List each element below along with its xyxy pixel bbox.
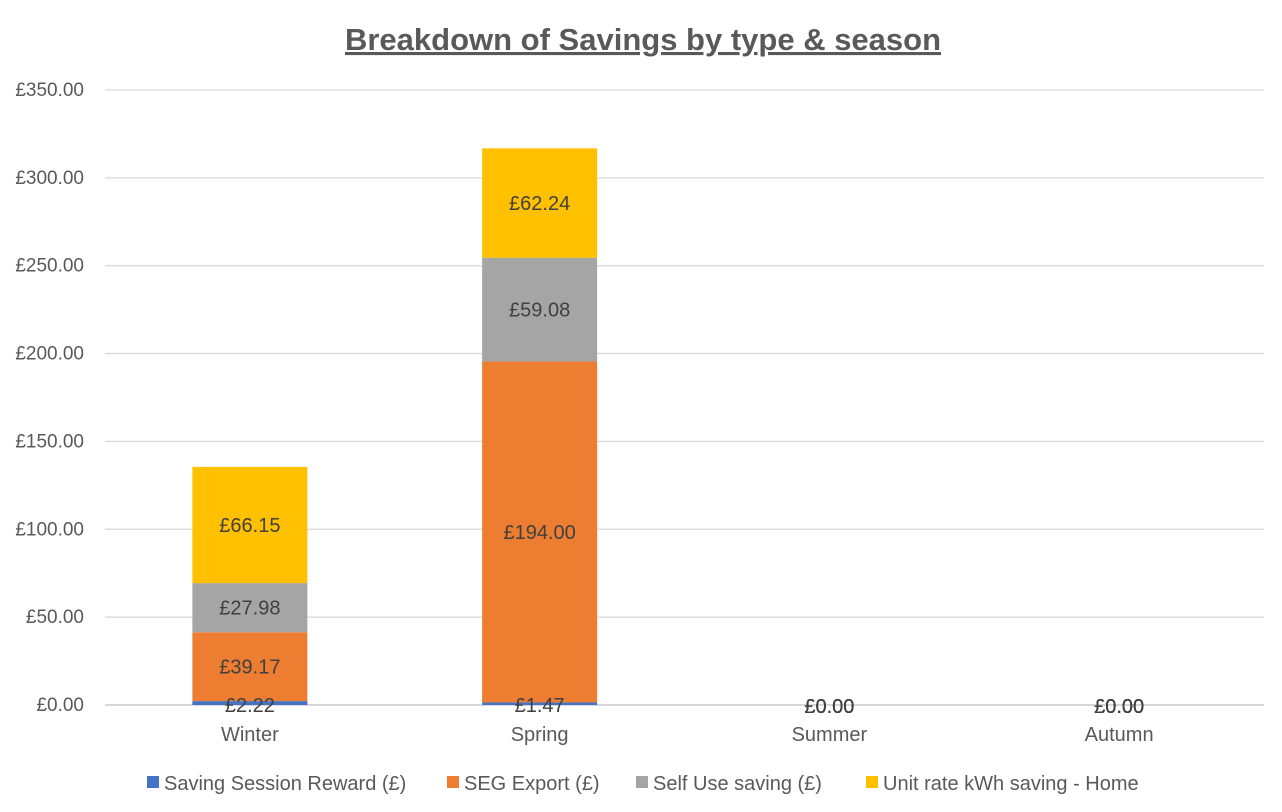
bar-segment (482, 702, 598, 705)
legend-label: Self Use saving (£) (653, 773, 822, 795)
data-label: £2.22 (225, 695, 275, 717)
data-label: £0.00 (804, 696, 854, 718)
legend: Saving Session Reward (£) SEG Export (£) S… (147, 773, 1139, 795)
legend-swatch (147, 776, 159, 788)
data-label: £62.24 (509, 193, 570, 215)
legend-swatch (636, 776, 648, 788)
x-tick-label: Summer (792, 724, 868, 746)
legend-swatch (866, 776, 878, 788)
x-tick-label: Spring (511, 724, 569, 746)
bar-segment (192, 632, 308, 702)
bar-segment (192, 701, 308, 705)
bar-segment (482, 257, 598, 362)
bar-segment (482, 361, 598, 703)
data-label: £0.00 (1094, 696, 1144, 718)
x-tick-label: Autumn (1085, 724, 1154, 746)
data-labels: £2.22 £39.17 £27.98 £66.15 £1.47 £194.00 £59.0… (219, 193, 1144, 718)
data-label: £0.00 (804, 696, 854, 718)
legend-swatch (447, 776, 459, 788)
legend-label: Saving Session Reward (£) (164, 773, 406, 795)
legend-label: Unit rate kWh saving - Home (883, 773, 1139, 795)
bar-segment (482, 148, 598, 258)
y-tick-label: £350.00 (15, 80, 84, 101)
data-label: £0.00 (1094, 696, 1144, 718)
chart-title: Breakdown of Savings by type & season (345, 22, 941, 57)
data-label: £59.08 (509, 300, 570, 322)
y-tick-label: £100.00 (15, 519, 84, 540)
bars (192, 148, 598, 705)
legend-label: SEG Export (£) (464, 773, 600, 795)
y-tick-label: £50.00 (26, 607, 84, 628)
data-label: £0.00 (1094, 696, 1144, 718)
y-tick-label: £250.00 (15, 256, 84, 277)
y-tick-label: £200.00 (15, 344, 84, 365)
y-tick-label: £300.00 (15, 168, 84, 189)
data-label: £39.17 (219, 657, 280, 679)
x-axis-ticks: Winter Spring Summer Autumn (221, 724, 1154, 746)
bar-segment (192, 466, 308, 584)
data-label: £0.00 (804, 696, 854, 718)
y-tick-label: £0.00 (36, 695, 84, 716)
y-axis-ticks: £0.00 £50.00 £100.00 £150.00 £200.00 £250.00 £… (15, 80, 84, 716)
data-label: £194.00 (503, 522, 575, 544)
data-label: £27.98 (219, 598, 280, 620)
y-tick-label: £150.00 (15, 431, 84, 452)
data-label: £0.00 (1094, 696, 1144, 718)
data-label: £66.15 (219, 515, 280, 537)
x-tick-label: Winter (221, 724, 279, 746)
data-label: £1.47 (515, 695, 565, 717)
data-label: £0.00 (804, 696, 854, 718)
bar-segment (192, 583, 308, 633)
